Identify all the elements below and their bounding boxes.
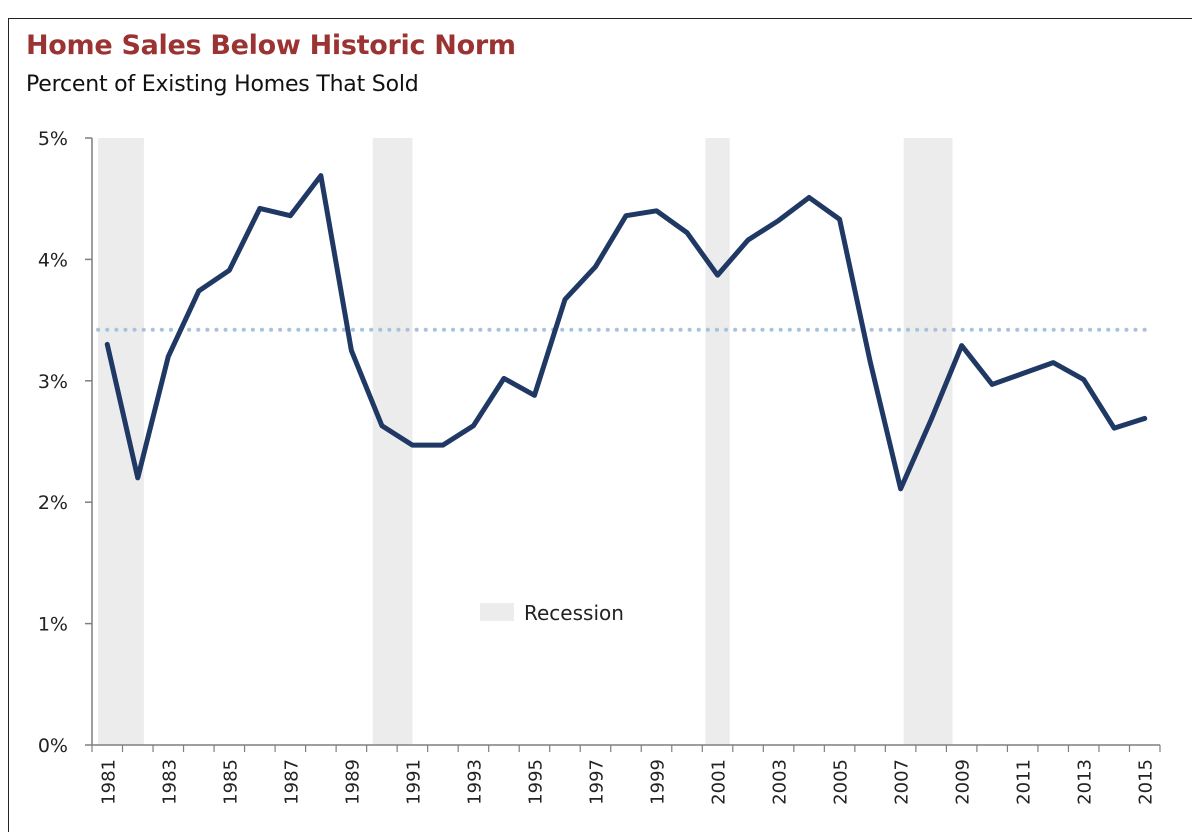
recession-band-3 bbox=[705, 138, 730, 745]
x-tick-label: 1989 bbox=[342, 759, 363, 805]
recession-band-1 bbox=[98, 138, 144, 745]
y-tick-label: 1% bbox=[38, 614, 68, 636]
chart-title: Home Sales Below Historic Norm bbox=[26, 30, 516, 61]
y-tick-label: 5% bbox=[38, 128, 68, 150]
recession-bands bbox=[98, 138, 953, 745]
x-tick-label: 1997 bbox=[586, 759, 607, 805]
legend: Recession bbox=[480, 601, 624, 625]
data-series bbox=[104, 173, 1148, 492]
x-tick-label: 1993 bbox=[464, 759, 485, 805]
x-tick-label: 2013 bbox=[1075, 759, 1096, 805]
x-tick-label: 1991 bbox=[403, 759, 424, 805]
x-tick-label: 2003 bbox=[770, 759, 791, 805]
x-tick-label: 2015 bbox=[1136, 759, 1157, 805]
y-tick-label: 2% bbox=[38, 492, 68, 514]
series-line-1 bbox=[104, 173, 1148, 492]
x-tick-label: 1999 bbox=[648, 759, 669, 805]
x-tick-label: 1987 bbox=[281, 759, 302, 805]
axes: 0% 1% 2% 3% 4% 5% 1981 1983 1985 1987 1989 1991 1993… bbox=[38, 128, 1161, 805]
x-tick-label: 2011 bbox=[1014, 759, 1035, 805]
x-tick-label: 1983 bbox=[159, 759, 180, 805]
x-tick-label: 2001 bbox=[709, 759, 730, 805]
chart-frame bbox=[8, 18, 1192, 832]
x-tick-label: 2005 bbox=[831, 759, 852, 805]
x-tick-label: 1985 bbox=[220, 759, 241, 805]
x-tick-label: 2009 bbox=[953, 759, 974, 805]
x-tick-label: 1995 bbox=[525, 759, 546, 805]
y-tick-label: 3% bbox=[38, 371, 68, 393]
y-tick-label: 4% bbox=[38, 249, 68, 271]
x-tick-label: 2007 bbox=[892, 759, 913, 805]
x-tick-label: 1981 bbox=[98, 759, 119, 805]
recession-band-4 bbox=[903, 138, 953, 745]
chart-subtitle: Percent of Existing Homes That Sold bbox=[26, 72, 419, 97]
y-tick-label: 0% bbox=[38, 735, 68, 757]
legend-swatch-recession bbox=[480, 603, 514, 621]
legend-label-recession: Recession bbox=[524, 601, 624, 625]
